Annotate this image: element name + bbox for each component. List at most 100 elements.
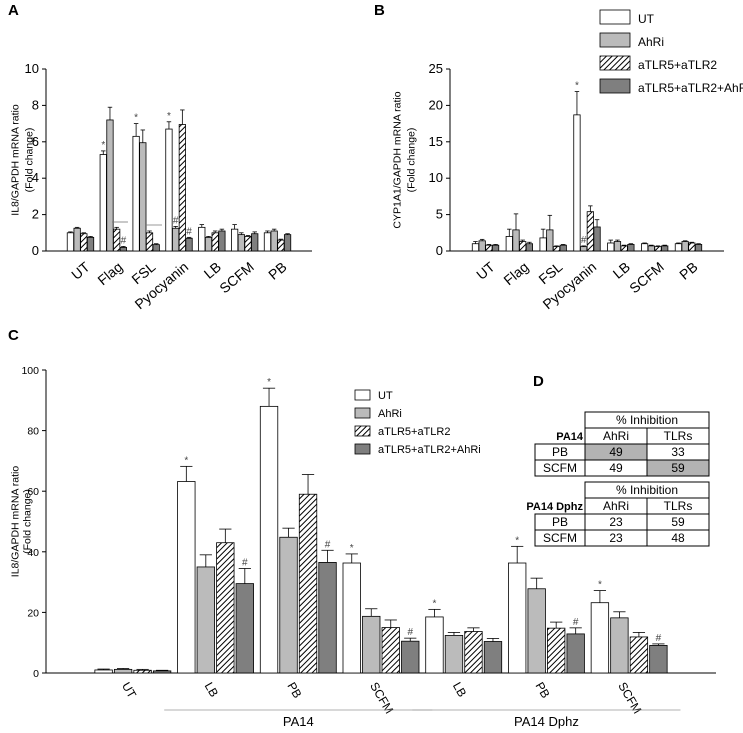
table-cell — [646, 529, 710, 547]
category-label: LB — [610, 259, 633, 282]
significance-mark: # — [325, 539, 331, 550]
y-tick-label: 25 — [429, 61, 443, 76]
y-tick-label: 2 — [32, 207, 39, 222]
bar — [546, 229, 554, 252]
category-label: SCFM — [216, 259, 257, 297]
table-column-header: TLRs — [664, 499, 693, 513]
bar — [647, 245, 655, 252]
y-tick-label: 6 — [32, 134, 39, 149]
bar — [177, 481, 196, 674]
significance-mark: * — [101, 140, 105, 151]
panel-b: B 0 5 10 15 20 25 CYP1A1/GAPDH mRNA ratio (Fold … — [374, 2, 743, 312]
bar — [86, 236, 95, 252]
significance-mark: # — [121, 235, 127, 246]
table-value: 59 — [671, 515, 685, 529]
category-label: UT — [68, 258, 93, 283]
table-value: 23 — [609, 515, 623, 529]
bar — [99, 154, 107, 252]
legend-swatch — [599, 9, 631, 25]
table-value: 49 — [609, 461, 623, 475]
y-tick-label: 15 — [429, 134, 443, 149]
bar — [139, 142, 147, 252]
legend-label: aTLR5+aTLR2 — [378, 426, 450, 438]
legend-label: AhRi — [638, 35, 664, 49]
table-row-label: PB — [552, 515, 568, 529]
panel-label: A — [8, 2, 19, 19]
bar — [629, 636, 649, 674]
group-label: PA14 Dphz — [514, 714, 579, 729]
significance-mark: * — [267, 377, 271, 388]
y-tick-label: 0 — [33, 668, 39, 680]
panel-label: D — [533, 373, 544, 390]
category-label: SCFM — [626, 259, 667, 297]
bar — [218, 230, 226, 252]
table-header: % Inhibition — [616, 413, 678, 427]
significance-mark: # — [581, 235, 587, 246]
bar — [444, 635, 464, 674]
significance-mark: * — [515, 535, 519, 546]
bar — [649, 645, 668, 674]
y-tick-label: 100 — [21, 365, 39, 377]
bar — [580, 246, 588, 252]
y-tick-label: 10 — [25, 61, 39, 76]
category-label: PB — [265, 259, 290, 283]
y-tick-label: 4 — [32, 170, 39, 185]
bar — [106, 119, 114, 252]
significance-mark: # — [173, 215, 179, 226]
bar — [211, 232, 219, 252]
category-label: Flag — [500, 259, 531, 289]
significance-mark: * — [167, 111, 171, 122]
panel-a: A 0 2 4 6 8 10 IL8/GAPDH mRNA ratio (Fold change… — [8, 2, 312, 312]
bar — [590, 602, 610, 674]
y-tick-label: 20 — [429, 97, 443, 112]
y-tick-label: 10 — [429, 170, 443, 185]
table-column-header: AhRi — [603, 499, 629, 513]
legend-swatch — [354, 425, 371, 437]
bar — [244, 236, 252, 252]
bar — [251, 233, 259, 252]
legend-swatch — [354, 407, 371, 419]
y-tick-label: 0 — [436, 243, 443, 258]
bar — [539, 237, 547, 252]
category-label: UT — [119, 680, 139, 701]
bar — [491, 244, 500, 252]
group-label: PA14 — [283, 714, 314, 729]
bar — [342, 562, 361, 674]
table-row-label: SCFM — [543, 461, 577, 475]
bar — [593, 226, 601, 252]
y-axis-label: CYP1A1/GAPDH mRNA ratio — [391, 91, 403, 228]
bar — [525, 243, 533, 252]
significance-mark: # — [242, 557, 248, 568]
bar — [94, 669, 113, 674]
bar — [654, 246, 662, 252]
table-title: PA14 Dphz — [526, 501, 583, 513]
legend-swatch — [599, 78, 631, 94]
table-title: PA14 — [556, 431, 584, 443]
table-row-label: SCFM — [543, 531, 577, 545]
bar — [133, 669, 152, 674]
bar — [270, 230, 278, 252]
bar — [198, 226, 206, 252]
significance-mark: # — [186, 226, 192, 237]
bar — [237, 234, 245, 252]
bar — [674, 243, 683, 252]
significance-mark: # — [407, 627, 413, 638]
legend-swatch — [599, 32, 631, 48]
bar — [586, 211, 594, 252]
bar — [298, 493, 318, 674]
bar — [519, 241, 527, 252]
bar — [204, 236, 213, 252]
significance-mark: * — [134, 113, 138, 124]
category-label: LB — [202, 680, 221, 700]
bar — [485, 244, 493, 252]
bar — [627, 244, 635, 252]
bar — [145, 232, 154, 252]
bar — [641, 243, 649, 252]
bar — [425, 616, 444, 674]
bar — [478, 240, 486, 252]
table-cell — [646, 459, 710, 477]
y-tick-label: 40 — [27, 547, 39, 559]
panel-label: B — [374, 2, 385, 19]
table-value: 48 — [671, 531, 685, 545]
